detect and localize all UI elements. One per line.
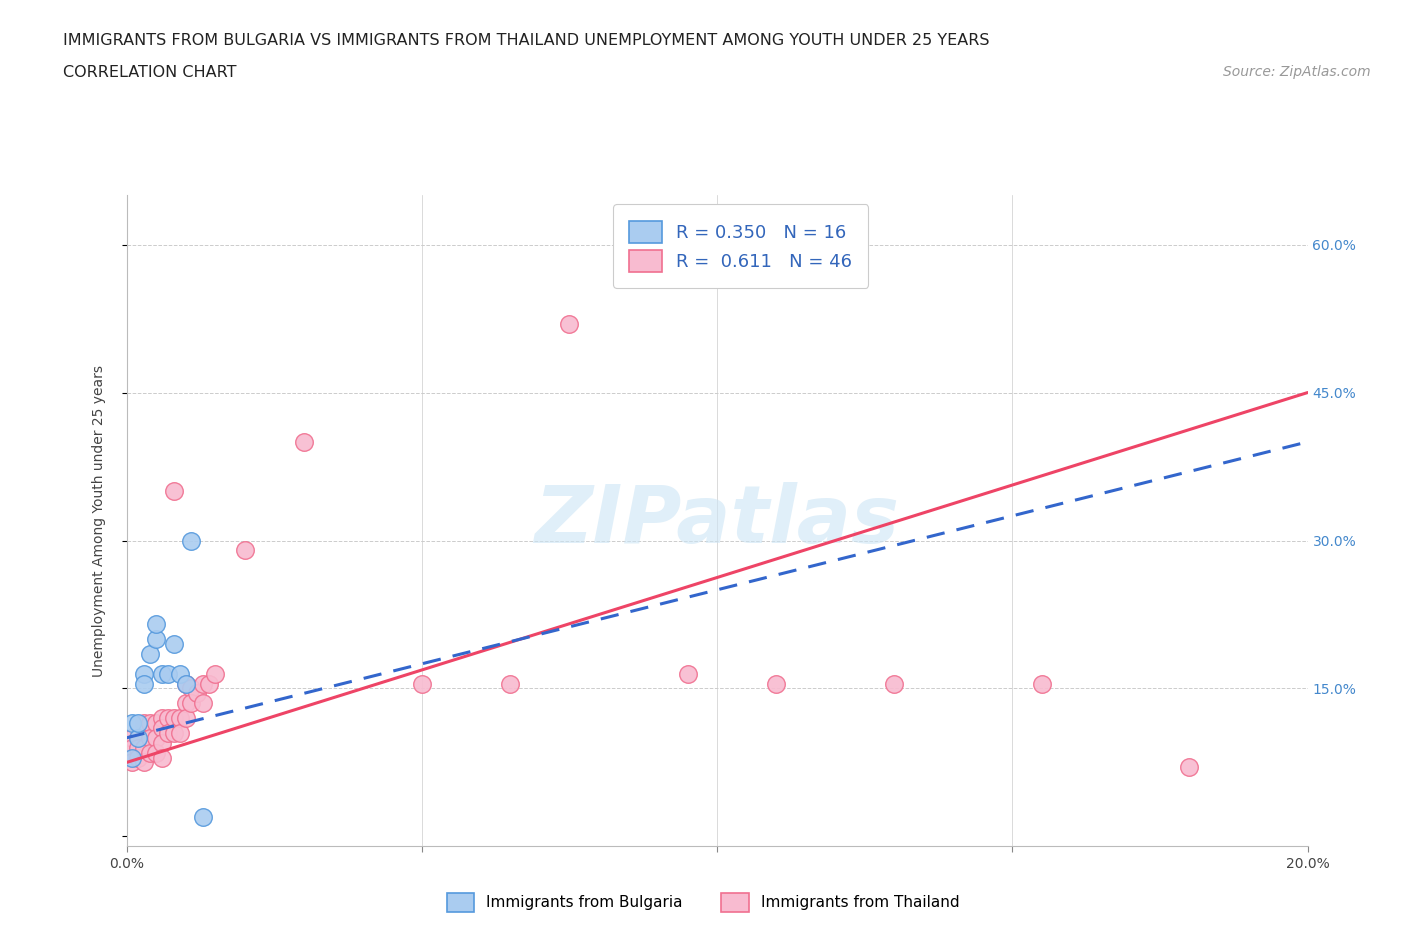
Point (411, 676, 433, 691)
Point (145, 730, 167, 745)
Point (145, 631, 167, 646)
Point (186, 686, 208, 701)
Text: Source: ZipAtlas.com: Source: ZipAtlas.com (1223, 65, 1371, 79)
Point (121, 751, 143, 765)
Point (134, 676, 156, 691)
Text: CORRELATION CHART: CORRELATION CHART (63, 65, 236, 80)
Point (193, 676, 215, 691)
Point (883, 676, 905, 691)
Point (134, 755, 156, 770)
Point (765, 676, 787, 691)
Point (127, 730, 149, 745)
Point (134, 740, 156, 755)
Point (174, 711, 197, 725)
Point (174, 696, 197, 711)
Point (134, 666, 156, 681)
Point (150, 711, 173, 725)
Point (121, 715, 143, 730)
Legend: R = 0.350   N = 16, R =  0.611   N = 46: R = 0.350 N = 16, R = 0.611 N = 46 (613, 205, 869, 288)
Point (150, 666, 173, 681)
Point (127, 730, 149, 745)
Text: ZIPatlas: ZIPatlas (534, 482, 900, 560)
Point (1031, 676, 1053, 691)
Point (180, 533, 202, 548)
Point (1178, 760, 1201, 775)
Point (233, 543, 256, 558)
Point (139, 715, 162, 730)
Legend: Immigrants from Bulgaria, Immigrants from Thailand: Immigrants from Bulgaria, Immigrants fro… (440, 887, 966, 918)
Text: IMMIGRANTS FROM BULGARIA VS IMMIGRANTS FROM THAILAND UNEMPLOYMENT AMONG YOUTH UN: IMMIGRANTS FROM BULGARIA VS IMMIGRANTS F… (63, 33, 990, 47)
Point (127, 740, 149, 755)
Point (174, 676, 197, 691)
Point (139, 730, 162, 745)
Point (169, 711, 191, 725)
Point (145, 745, 167, 760)
Point (180, 696, 202, 711)
Point (145, 715, 167, 730)
Point (150, 721, 173, 736)
Point (499, 676, 522, 691)
Point (169, 666, 191, 681)
Point (156, 711, 179, 725)
Point (127, 751, 149, 765)
Point (204, 666, 226, 681)
Point (174, 676, 197, 691)
Point (139, 745, 162, 760)
Y-axis label: Unemployment Among Youth under 25 years: Unemployment Among Youth under 25 years (91, 365, 105, 677)
Point (121, 755, 143, 770)
Point (676, 666, 699, 681)
Point (134, 715, 156, 730)
Point (150, 736, 173, 751)
Point (169, 725, 191, 740)
Point (145, 617, 167, 631)
Point (163, 725, 186, 740)
Point (121, 740, 143, 755)
Point (156, 725, 179, 740)
Point (193, 696, 215, 711)
Point (163, 711, 186, 725)
Point (150, 751, 173, 765)
Point (163, 637, 186, 652)
Point (558, 316, 581, 331)
Point (156, 666, 179, 681)
Point (127, 715, 149, 730)
Point (163, 484, 186, 498)
Point (139, 646, 162, 661)
Point (121, 730, 143, 745)
Point (198, 676, 221, 691)
Point (193, 809, 215, 824)
Point (180, 681, 202, 696)
Point (292, 434, 315, 449)
